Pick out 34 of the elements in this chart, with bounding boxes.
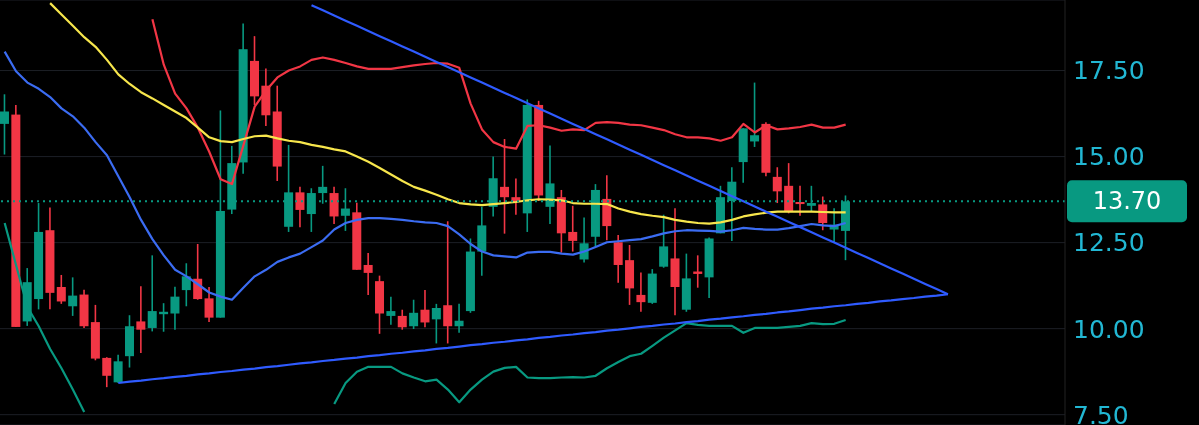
candlestick	[818, 195, 828, 232]
y-tick-label: 17.50	[1073, 56, 1145, 86]
candlestick	[68, 276, 78, 317]
candlestick	[431, 303, 441, 345]
candlestick	[397, 308, 407, 331]
y-tick-label: 15.00	[1073, 142, 1145, 172]
candlestick	[420, 289, 430, 329]
candlestick	[204, 286, 214, 323]
candlestick	[113, 354, 123, 384]
ref-line-label: 13.70	[1092, 187, 1162, 216]
candlestick	[386, 295, 396, 326]
candlestick	[750, 81, 760, 148]
candlestick	[772, 166, 782, 204]
candlestick	[659, 213, 669, 269]
candlestick	[181, 262, 191, 308]
candlestick	[454, 303, 464, 334]
candlestick	[636, 271, 646, 313]
candlestick	[613, 234, 623, 284]
candlestick	[147, 254, 157, 333]
candlestick	[409, 298, 419, 330]
candlestick	[363, 252, 373, 296]
candlestick	[56, 274, 66, 305]
y-tick-label: 7.50	[1073, 400, 1129, 425]
candlestick	[443, 220, 453, 345]
candlestick	[136, 285, 146, 354]
candlestick	[0, 93, 9, 156]
y-tick-label: 10.00	[1073, 314, 1145, 344]
candlestick	[102, 356, 112, 388]
candlestick	[329, 186, 339, 225]
y-tick-label: 12.50	[1073, 228, 1145, 258]
candlestick	[170, 285, 180, 331]
candlestick	[295, 186, 305, 228]
candlestick	[795, 185, 805, 217]
candlestick	[568, 204, 578, 253]
